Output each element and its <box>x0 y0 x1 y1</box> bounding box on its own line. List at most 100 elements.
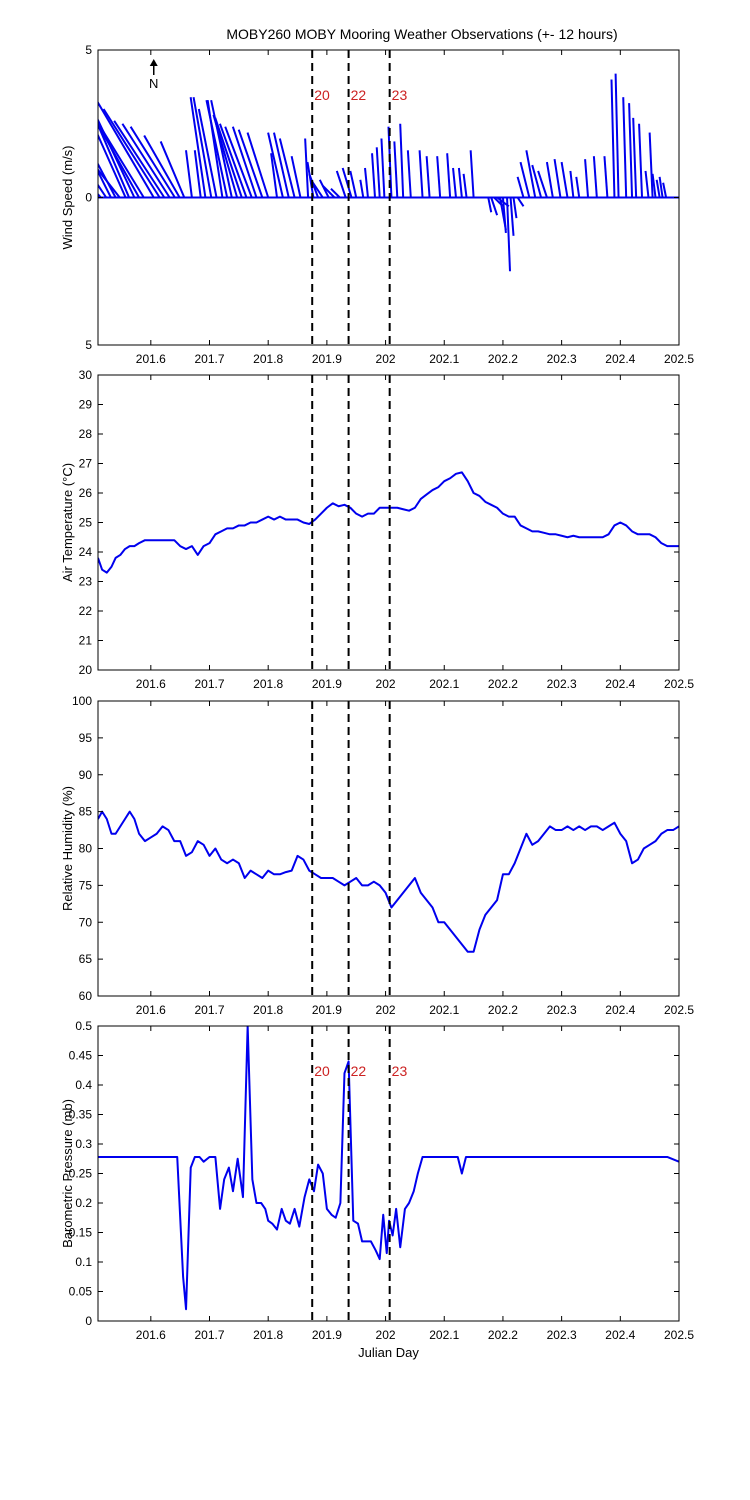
wind-vector <box>425 156 431 198</box>
wind-vector <box>304 138 310 198</box>
x-tick-label: 202.1 <box>429 677 459 691</box>
wind-vector <box>569 170 575 198</box>
wind-vector <box>278 138 296 198</box>
wind-vector <box>553 158 562 198</box>
y-tick-label: 5 <box>85 338 92 352</box>
wind-vector <box>98 120 145 199</box>
x-axis-label: Julian Day <box>358 1345 419 1360</box>
wind-vector <box>387 126 393 198</box>
wind-vector <box>537 170 548 198</box>
y-tick-label: 24 <box>79 545 93 559</box>
wind-vector <box>490 197 499 216</box>
x-tick-label: 201.9 <box>312 1003 342 1017</box>
wind-vector <box>143 135 181 198</box>
wind-vector <box>436 156 442 198</box>
wind-vector <box>655 179 661 198</box>
wind-vector <box>308 173 320 198</box>
x-tick-label: 202.3 <box>547 677 577 691</box>
plot-area <box>98 1026 679 1311</box>
wind-vector <box>632 117 638 198</box>
plot-area <box>98 73 679 272</box>
wind-vector <box>651 173 657 198</box>
x-tick-label: 202.5 <box>664 352 694 366</box>
x-tick-label: 202.3 <box>547 1003 577 1017</box>
axes-frame <box>97 700 680 997</box>
y-axis-label: Barometric Pressure (mb) <box>60 1099 75 1248</box>
y-tick-label: 5 <box>85 43 92 57</box>
wind-vector <box>270 153 278 198</box>
wind-vector <box>121 123 171 199</box>
wind-vector <box>224 126 253 198</box>
wind-vector <box>462 173 468 198</box>
y-tick-label: 0.25 <box>69 1167 93 1181</box>
wind-vector <box>622 97 628 198</box>
series-line-rh <box>98 810 679 953</box>
wind-vector <box>98 168 121 199</box>
y-tick-label: 21 <box>79 634 93 648</box>
wind-vector <box>98 162 117 198</box>
x-tick-label: 202 <box>376 677 396 691</box>
x-tick-label: 201.8 <box>253 1328 283 1342</box>
wind-vector <box>560 161 569 198</box>
wind-vector <box>531 164 543 198</box>
x-tick-label: 202.1 <box>429 1328 459 1342</box>
wind-vector <box>231 126 258 198</box>
y-tick-label: 0 <box>85 191 92 205</box>
x-tick-label: 201.7 <box>194 677 224 691</box>
wind-vector <box>214 117 243 198</box>
wind-vector <box>545 161 554 198</box>
y-axis-label: Wind Speed (m/s) <box>60 145 75 249</box>
wind-vector <box>159 141 186 198</box>
y-tick-label: 75 <box>79 878 93 892</box>
wind-vector <box>246 132 270 198</box>
x-tick-label: 202.4 <box>605 677 635 691</box>
wind-vector <box>658 176 664 198</box>
panel-wind: 20 22 23 201.6 201.7 201.8 201.9 202 202.1 202.2 2… <box>60 43 694 366</box>
x-tick-label: 201.9 <box>312 677 342 691</box>
wind-vector <box>193 150 202 198</box>
y-tick-label: 70 <box>79 915 93 929</box>
wind-vector <box>371 153 376 198</box>
wind-vector <box>525 150 537 198</box>
wind-vector <box>644 170 650 198</box>
axes-frame <box>97 1025 680 1322</box>
y-tick-label: 20 <box>79 663 93 677</box>
wind-vector <box>212 114 239 198</box>
wind-vector <box>205 99 229 198</box>
north-arrow-icon <box>149 59 158 66</box>
wind-vector <box>335 170 347 198</box>
wind-vector <box>290 155 302 198</box>
y-tick-label: 80 <box>79 842 93 856</box>
panel-baro: 20 22 23 201.6 201.7 201.8 201.9 202 202.1 202.2 2… <box>60 1019 694 1360</box>
x-tick-label: 201.6 <box>136 1003 166 1017</box>
wind-vector <box>98 100 155 199</box>
y-tick-label: 90 <box>79 768 93 782</box>
x-tick-label: 202.2 <box>488 677 518 691</box>
x-tick-label: 202.2 <box>488 352 518 366</box>
y-tick-label: 0 <box>85 1314 92 1328</box>
wind-vector <box>610 79 616 198</box>
wind-vector <box>506 197 511 272</box>
wind-vector <box>322 184 336 199</box>
wind-vector <box>359 179 365 198</box>
wind-vector <box>614 73 620 198</box>
y-tick-label: 22 <box>79 604 93 618</box>
wind-vector <box>393 141 399 198</box>
x-tick-label: 202.4 <box>605 1003 635 1017</box>
x-tick-label: 201.7 <box>194 352 224 366</box>
wind-vector <box>189 97 207 198</box>
x-tick-label: 202.2 <box>488 1003 518 1017</box>
wind-vector <box>662 182 668 198</box>
x-tick-label: 202.3 <box>547 352 577 366</box>
wind-vector <box>267 132 284 198</box>
panel-rh: 201.6 201.7 201.8 201.9 202 202.1 202.2 202.3 20… <box>60 694 694 1017</box>
x-tick-label: 202.2 <box>488 1328 518 1342</box>
x-tick-label: 202 <box>376 1328 396 1342</box>
event-label: 23 <box>392 87 408 103</box>
x-tick-label: 202.3 <box>547 1328 577 1342</box>
x-tick-label: 201.9 <box>312 1328 342 1342</box>
y-tick-label: 0.45 <box>69 1049 93 1063</box>
x-tick-label: 202 <box>376 1003 396 1017</box>
north-label: N <box>149 76 158 91</box>
x-tick-label: 202.4 <box>605 1328 635 1342</box>
